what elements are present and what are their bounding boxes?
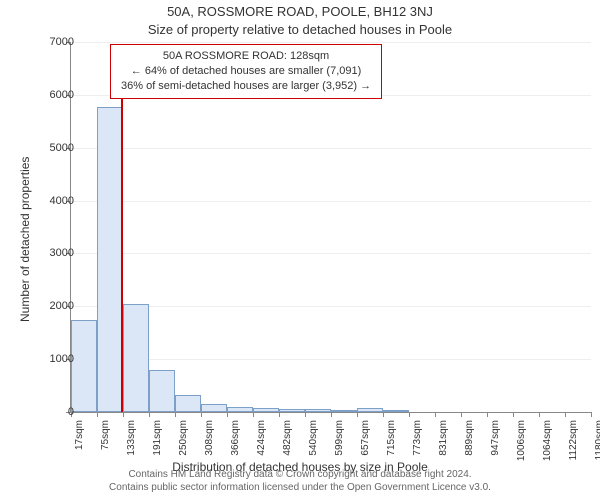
gridline — [71, 306, 591, 307]
footer-attribution: Contains HM Land Registry data © Crown c… — [0, 468, 600, 494]
xtick-label: 599sqm — [334, 420, 345, 456]
gridline — [71, 148, 591, 149]
xtick-label: 657sqm — [360, 420, 371, 456]
xtick-mark — [227, 412, 228, 417]
xtick-label: 540sqm — [308, 420, 319, 456]
xtick-mark — [97, 412, 98, 417]
histogram-bar — [175, 395, 201, 412]
ytick-label: 4000 — [50, 195, 74, 207]
histogram-bar — [305, 409, 331, 412]
footer-line-2: Contains public sector information licen… — [109, 482, 491, 493]
ytick-label: 7000 — [50, 36, 74, 48]
xtick-mark — [487, 412, 488, 417]
xtick-mark — [279, 412, 280, 417]
ytick-label: 2000 — [50, 300, 74, 312]
gridline — [71, 359, 591, 360]
xtick-label: 424sqm — [256, 420, 267, 456]
info-line-2: ← 64% of detached houses are smaller (7,… — [121, 64, 371, 79]
footer-line-1: Contains HM Land Registry data © Crown c… — [128, 469, 471, 480]
xtick-label: 75sqm — [100, 420, 111, 450]
xtick-mark — [591, 412, 592, 417]
xtick-mark — [201, 412, 202, 417]
histogram-bar — [71, 320, 97, 413]
xtick-mark — [253, 412, 254, 417]
info-box: 50A ROSSMORE ROAD: 128sqm ← 64% of detac… — [110, 44, 382, 99]
gridline — [71, 42, 591, 43]
histogram-bar — [279, 409, 305, 412]
histogram-bar — [149, 370, 175, 412]
xtick-mark — [331, 412, 332, 417]
gridline — [71, 201, 591, 202]
xtick-mark — [565, 412, 566, 417]
chart-container: 50A, ROSSMORE ROAD, POOLE, BH12 3NJ Size… — [0, 0, 600, 500]
xtick-label: 1064sqm — [542, 420, 553, 461]
xtick-label: 250sqm — [178, 420, 189, 456]
property-marker-line — [121, 95, 123, 412]
xtick-label: 1122sqm — [568, 420, 579, 460]
title-address: 50A, ROSSMORE ROAD, POOLE, BH12 3NJ — [0, 4, 600, 19]
xtick-mark — [149, 412, 150, 417]
xtick-label: 366sqm — [230, 420, 241, 456]
info-line-1: 50A ROSSMORE ROAD: 128sqm — [121, 49, 371, 64]
ytick-label: 6000 — [50, 89, 74, 101]
ytick-label: 1000 — [50, 353, 74, 365]
histogram-bar — [201, 404, 227, 412]
xtick-mark — [305, 412, 306, 417]
xtick-label: 191sqm — [152, 420, 163, 456]
xtick-label: 773sqm — [412, 420, 423, 456]
histogram-bar — [97, 107, 123, 413]
gridline — [71, 253, 591, 254]
xtick-label: 1006sqm — [516, 420, 527, 461]
xtick-mark — [383, 412, 384, 417]
xtick-label: 17sqm — [74, 420, 85, 450]
xtick-label: 1180sqm — [594, 420, 600, 460]
info-line-3: 36% of semi-detached houses are larger (… — [121, 79, 371, 94]
histogram-bar — [253, 408, 279, 412]
xtick-label: 831sqm — [438, 420, 449, 456]
histogram-bar — [227, 407, 253, 412]
xtick-mark — [357, 412, 358, 417]
xtick-label: 947sqm — [490, 420, 501, 456]
xtick-label: 308sqm — [204, 420, 215, 456]
histogram-bar — [331, 410, 357, 412]
xtick-label: 482sqm — [282, 420, 293, 456]
xtick-mark — [513, 412, 514, 417]
title-subtitle: Size of property relative to detached ho… — [0, 22, 600, 37]
histogram-bar — [357, 408, 383, 412]
y-axis-label: Number of detached properties — [18, 157, 32, 322]
histogram-bar — [383, 410, 409, 412]
xtick-label: 715sqm — [386, 420, 397, 456]
histogram-bar — [123, 304, 149, 412]
xtick-mark — [435, 412, 436, 417]
xtick-mark — [461, 412, 462, 417]
xtick-label: 133sqm — [126, 420, 137, 456]
xtick-mark — [539, 412, 540, 417]
xtick-mark — [123, 412, 124, 417]
xtick-label: 889sqm — [464, 420, 475, 456]
xtick-mark — [409, 412, 410, 417]
ytick-label: 0 — [68, 406, 74, 418]
ytick-label: 5000 — [50, 142, 74, 154]
ytick-label: 3000 — [50, 247, 74, 259]
xtick-mark — [175, 412, 176, 417]
